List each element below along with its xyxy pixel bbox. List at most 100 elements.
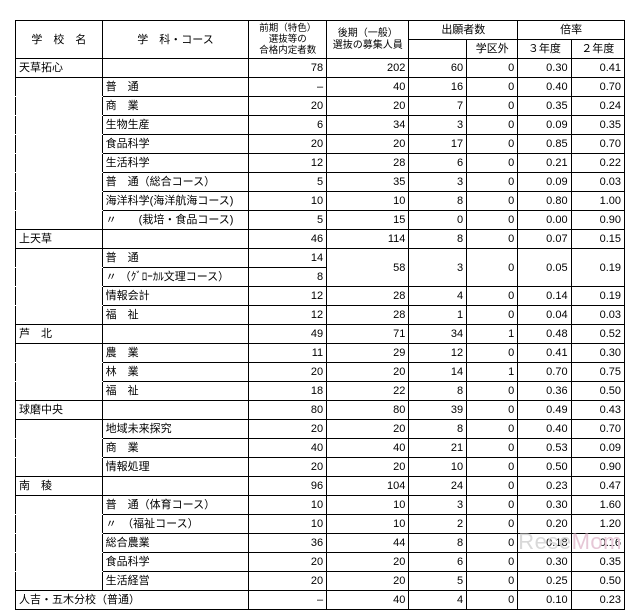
cell-course: 〃 (栽培・食品コース) xyxy=(102,211,249,230)
cell-early: 10 xyxy=(249,192,327,211)
cell-course: 林 業 xyxy=(102,363,249,382)
cell-early: 20 xyxy=(249,97,327,116)
cell-early: 40 xyxy=(249,439,327,458)
cell-app: 8 xyxy=(409,230,467,249)
cell-school xyxy=(16,287,103,306)
cell-out: 0 xyxy=(467,496,518,515)
cell-b: 22 xyxy=(327,382,409,401)
cell-r3: 0.40 xyxy=(518,420,571,439)
cell-out: 0 xyxy=(467,211,518,230)
cell-b: 10 xyxy=(327,515,409,534)
cell-app: 8 xyxy=(409,534,467,553)
cell-out: 0 xyxy=(467,249,518,287)
cell-out: 0 xyxy=(467,553,518,572)
cell-early: 96 xyxy=(249,477,327,496)
cell-early: 20 xyxy=(249,135,327,154)
table-row: 南 稜961042400.230.47 xyxy=(16,477,625,496)
cell-early: 6 xyxy=(249,116,327,135)
table-row: 商 業40402100.530.09 xyxy=(16,439,625,458)
cell-r3: 0.09 xyxy=(518,116,571,135)
cell-app: 8 xyxy=(409,420,467,439)
cell-course: 普 通 xyxy=(102,78,249,97)
cell-b: 71 xyxy=(327,325,409,344)
cell-out: 0 xyxy=(467,458,518,477)
cell-school: 南 稜 xyxy=(16,477,103,496)
cell-r3: 0.85 xyxy=(518,135,571,154)
table-row: 海洋科学(海洋航海コース)1010800.801.00 xyxy=(16,192,625,211)
cell-r2: 0.70 xyxy=(571,78,624,97)
table-row: 福 祉1228100.040.03 xyxy=(16,306,625,325)
cell-r2: 0.24 xyxy=(571,97,624,116)
cell-app: 24 xyxy=(409,477,467,496)
hdr-ratio-y2: ２年度 xyxy=(571,40,624,59)
cell-early: 20 xyxy=(249,458,327,477)
cell-course: 情報処理 xyxy=(102,458,249,477)
cell-app: 8 xyxy=(409,382,467,401)
cell-r3: 0.49 xyxy=(518,401,571,420)
cell-course: 情報会計 xyxy=(102,287,249,306)
cell-r2: 0.03 xyxy=(571,306,624,325)
cell-b: 20 xyxy=(327,420,409,439)
cell-early: 80 xyxy=(249,401,327,420)
cell-b: 34 xyxy=(327,116,409,135)
cell-out: 0 xyxy=(467,173,518,192)
cell-course: 普 通（総合コース） xyxy=(102,173,249,192)
cell-r2: 1.20 xyxy=(571,515,624,534)
cell-app: 3 xyxy=(409,116,467,135)
cell-b: 20 xyxy=(327,572,409,591)
cell-r2: 0.90 xyxy=(571,458,624,477)
table-body: 天草拓心782026000.300.41普 通–401600.400.70商 業… xyxy=(16,59,625,610)
cell-early: 5 xyxy=(249,173,327,192)
cell-course: 商 業 xyxy=(102,97,249,116)
cell-out: 0 xyxy=(467,59,518,78)
hdr-app-out: 学区外 xyxy=(467,40,518,59)
cell-course xyxy=(102,401,249,420)
cell-b: 40 xyxy=(327,591,409,610)
cell-r3: 0.50 xyxy=(518,458,571,477)
cell-r3: 0.30 xyxy=(518,553,571,572)
cell-early: 18 xyxy=(249,382,327,401)
cell-b: 114 xyxy=(327,230,409,249)
cell-r2: 0.19 xyxy=(571,287,624,306)
table-row: 普 通1458300.050.19 xyxy=(16,249,625,268)
table-row: 林 業20201410.700.75 xyxy=(16,363,625,382)
cell-r3: 0.07 xyxy=(518,230,571,249)
cell-b: 28 xyxy=(327,287,409,306)
cell-app: 14 xyxy=(409,363,467,382)
admissions-table: 学 校 名 学 科・コース 前期（特色）選抜等の合格内定者数 後期（一般）選抜の… xyxy=(15,20,625,610)
cell-r3: 0.20 xyxy=(518,515,571,534)
table-row: 地域未来探究2020800.400.70 xyxy=(16,420,625,439)
cell-r2: 0.30 xyxy=(571,344,624,363)
cell-school xyxy=(16,306,103,325)
cell-out: 0 xyxy=(467,382,518,401)
cell-r3: 0.48 xyxy=(518,325,571,344)
cell-app: 7 xyxy=(409,97,467,116)
cell-app: 2 xyxy=(409,515,467,534)
cell-out: 0 xyxy=(467,477,518,496)
cell-school xyxy=(16,192,103,211)
cell-app: 1 xyxy=(409,306,467,325)
hdr-col-a: 前期（特色）選抜等の合格内定者数 xyxy=(249,21,327,59)
cell-app: 4 xyxy=(409,591,467,610)
cell-early: 5 xyxy=(249,211,327,230)
cell-school xyxy=(16,496,103,515)
cell-app: 6 xyxy=(409,154,467,173)
cell-early: 36 xyxy=(249,534,327,553)
cell-school xyxy=(16,515,103,534)
cell-app: 0 xyxy=(409,211,467,230)
cell-b: 28 xyxy=(327,306,409,325)
hdr-ratio: 倍率 xyxy=(518,21,625,40)
cell-r2: 1.60 xyxy=(571,496,624,515)
cell-out: 0 xyxy=(467,344,518,363)
cell-r2: 0.52 xyxy=(571,325,624,344)
cell-early: 11 xyxy=(249,344,327,363)
cell-r3: 0.00 xyxy=(518,211,571,230)
cell-r3: 0.18 xyxy=(518,534,571,553)
table-row: 普 通（総合コース）535300.090.03 xyxy=(16,173,625,192)
cell-r2: 1.00 xyxy=(571,192,624,211)
cell-course: 生活科学 xyxy=(102,154,249,173)
cell-early: 78 xyxy=(249,59,327,78)
cell-out: 0 xyxy=(467,534,518,553)
cell-r3: 0.25 xyxy=(518,572,571,591)
cell-early: 20 xyxy=(249,363,327,382)
